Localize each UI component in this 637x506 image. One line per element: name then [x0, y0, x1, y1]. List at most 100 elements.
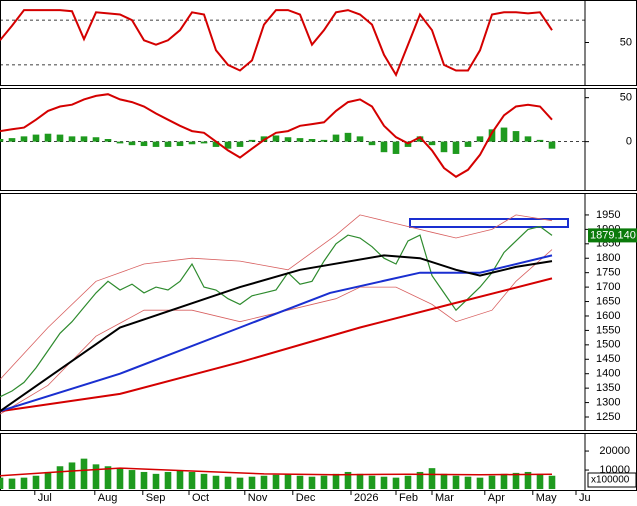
line — [0, 93, 553, 178]
bar — [428, 141, 436, 146]
bar — [548, 141, 556, 149]
y-tick-label: 1950 — [596, 209, 620, 221]
bar — [44, 133, 52, 142]
bar — [236, 141, 244, 147]
line — [0, 254, 553, 413]
x-tick-label: 2026 — [354, 492, 378, 504]
y-tick-label: 1550 — [596, 324, 620, 336]
bar — [272, 135, 280, 142]
bar — [344, 132, 352, 142]
bar — [140, 141, 148, 147]
bar — [296, 138, 304, 142]
y-tick-label: 1250 — [596, 411, 620, 423]
x-tick-label: Aug — [98, 492, 118, 504]
bar — [464, 141, 472, 147]
x-tick-label: Apr — [488, 492, 505, 504]
bar — [0, 477, 4, 490]
bar — [212, 475, 220, 490]
bar — [212, 141, 220, 147]
x-tick-label: Nov — [248, 492, 268, 504]
bar — [284, 473, 292, 490]
bar — [200, 141, 208, 144]
bar — [356, 136, 364, 142]
bar — [332, 473, 340, 490]
bar — [224, 476, 232, 490]
line — [0, 254, 553, 413]
bar — [440, 473, 448, 490]
bar — [80, 458, 88, 490]
bar — [116, 468, 124, 490]
bar — [392, 477, 400, 490]
bar — [224, 141, 232, 149]
bar — [236, 477, 244, 490]
bar — [476, 136, 484, 142]
bar — [500, 473, 508, 490]
axis-unit: x100000 — [591, 475, 630, 486]
y-tick-label: 1600 — [596, 310, 620, 322]
y-tick-label: 50 — [620, 36, 632, 48]
y-tick-label: 1650 — [596, 295, 620, 307]
bar — [260, 475, 268, 490]
bar — [20, 477, 28, 490]
bar — [488, 129, 496, 142]
y-tick-label: 50 — [620, 92, 632, 104]
bar — [104, 466, 112, 490]
bar — [536, 139, 544, 142]
bar — [104, 139, 112, 142]
bar — [320, 139, 328, 142]
line — [0, 214, 553, 380]
y-tick-label: 1500 — [596, 339, 620, 351]
bar — [164, 141, 172, 147]
x-tick-label: Jul — [38, 492, 52, 504]
bar — [248, 476, 256, 490]
bar — [152, 141, 160, 147]
bar — [56, 466, 64, 490]
y-tick-label: 1450 — [596, 353, 620, 365]
bar — [488, 475, 496, 490]
bar — [320, 475, 328, 490]
bar — [524, 471, 532, 490]
bar — [416, 136, 424, 142]
bar — [464, 476, 472, 490]
bar — [128, 470, 136, 490]
x-tick-label: Sep — [146, 492, 166, 504]
line — [0, 9, 553, 78]
bar — [92, 137, 100, 142]
bar — [452, 475, 460, 490]
bar — [368, 475, 376, 490]
bar — [500, 127, 508, 142]
bar — [32, 134, 40, 142]
bar — [128, 141, 136, 146]
y-tick-label: 1750 — [596, 267, 620, 279]
y-tick-label: 1400 — [596, 368, 620, 380]
bar — [476, 477, 484, 490]
panel-frame — [0, 193, 637, 431]
x-tick-label: Oct — [192, 492, 209, 504]
bar — [536, 473, 544, 490]
y-tick-label: 1800 — [596, 252, 620, 264]
unit-box — [587, 472, 637, 488]
bar — [392, 141, 400, 154]
bar — [404, 475, 412, 490]
bar — [380, 141, 388, 153]
bar — [32, 475, 40, 490]
x-tick-label: May — [536, 492, 557, 504]
y-tick-label: 20000 — [599, 445, 630, 457]
bar — [56, 134, 64, 142]
line — [0, 277, 553, 413]
bar — [68, 462, 76, 490]
bar — [512, 131, 520, 142]
y-tick-label: 1700 — [596, 281, 620, 293]
bar — [440, 141, 448, 153]
highlight-box — [409, 218, 569, 228]
y-tick-label: 0 — [626, 136, 632, 148]
bar — [44, 471, 52, 490]
bar — [8, 478, 16, 490]
bar — [380, 476, 388, 490]
bar — [92, 464, 100, 490]
bar — [176, 470, 184, 490]
bar — [428, 468, 436, 490]
bar — [8, 138, 16, 142]
bar — [512, 472, 520, 490]
bar — [200, 473, 208, 490]
